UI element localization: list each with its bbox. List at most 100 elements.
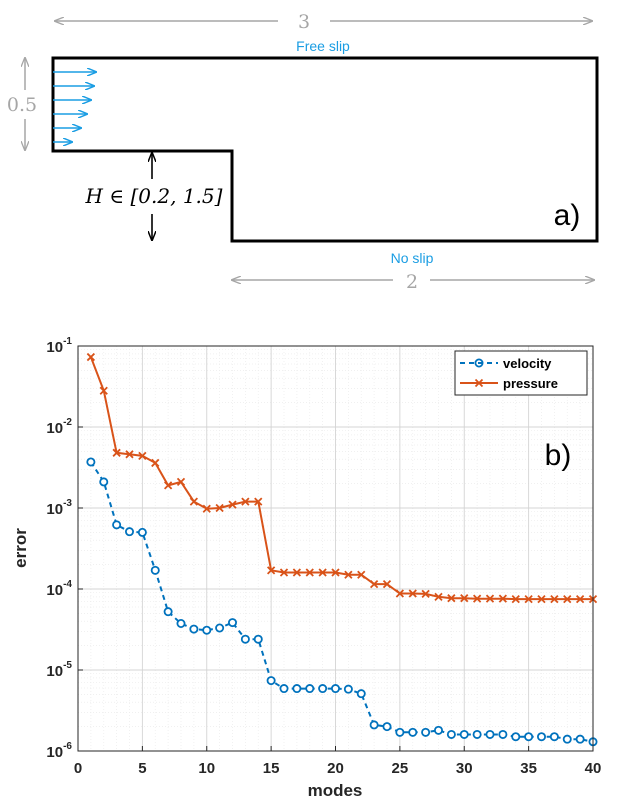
panel-label-a: a) — [554, 199, 581, 232]
pressure-point — [344, 570, 353, 579]
pressure-point — [292, 568, 302, 577]
velocity-point — [318, 684, 328, 694]
x-tick-label: 10 — [198, 760, 215, 777]
velocity-point — [112, 520, 122, 530]
y-axis-label: error — [11, 528, 30, 568]
pressure-point — [151, 458, 160, 468]
velocity-point — [137, 527, 147, 537]
velocity-point — [498, 729, 508, 739]
velocity-point — [562, 734, 572, 744]
legend-pressure-label: pressure — [503, 376, 558, 391]
pressure-point — [575, 594, 585, 604]
x-tick-label: 30 — [456, 760, 473, 777]
y-tick-label: 10-5 — [46, 660, 72, 680]
error-chart: 0 5 10 15 20 25 30 35 40 10-610-510-410-310-210-… — [11, 336, 601, 800]
x-tick-label: 35 — [520, 760, 537, 777]
pressure-point — [563, 594, 572, 604]
y-tick-label: 10-6 — [46, 741, 72, 761]
pressure-point — [318, 568, 327, 577]
major-grid — [78, 346, 593, 751]
pressure-point — [472, 594, 482, 603]
velocity-point — [382, 722, 392, 732]
velocity-point — [215, 623, 225, 633]
legend-velocity-label: velocity — [503, 356, 552, 371]
x-tick-label: 15 — [263, 760, 280, 777]
velocity-point — [202, 625, 212, 635]
velocity-point — [485, 729, 495, 739]
y-tick-label: 10-4 — [46, 579, 72, 599]
x-axis: 0 5 10 15 20 25 30 35 40 — [74, 746, 602, 777]
pressure-point — [395, 589, 405, 598]
x-axis-label: modes — [308, 781, 363, 800]
top-wall-label: Free slip — [296, 38, 350, 54]
x-tick-label: 25 — [392, 760, 409, 777]
pressure-line — [89, 356, 593, 601]
velocity-point — [575, 734, 585, 744]
velocity-point — [279, 684, 289, 694]
velocity-point — [125, 527, 135, 537]
pressure-point — [176, 477, 186, 487]
pressure-point — [498, 594, 508, 603]
pressure-point — [99, 386, 108, 395]
pressure-point — [305, 568, 314, 577]
pressure-point — [215, 503, 224, 513]
velocity-point — [446, 729, 456, 739]
velocity-point — [150, 565, 160, 575]
pressure-point — [524, 594, 533, 604]
velocity-point — [266, 676, 276, 686]
pressure-point — [112, 448, 121, 457]
legend-velocity-marker — [474, 358, 484, 368]
x-tick-label: 20 — [327, 760, 344, 777]
velocity-point — [369, 720, 379, 730]
velocity-point — [472, 729, 482, 739]
pressure-point — [266, 566, 276, 575]
channel-outline — [51, 56, 599, 243]
y-tick-label: 10-2 — [46, 417, 72, 437]
pressure-point — [189, 497, 199, 506]
velocity-point — [459, 729, 469, 739]
pressure-point — [279, 568, 289, 577]
velocity-point — [330, 684, 340, 694]
pressure-point — [163, 481, 173, 490]
outlet-length-label: 2 — [406, 271, 418, 293]
legend: velocity pressure — [454, 350, 588, 396]
velocity-point — [511, 732, 521, 742]
pressure-point — [357, 570, 366, 579]
bottom-wall-label: No slip — [391, 250, 434, 266]
y-tick-label: 10-1 — [46, 336, 72, 356]
y-axis: 10-6 10-5 10-4 10-3 10-2 10-1 — [46, 336, 83, 761]
pressure-point — [511, 594, 520, 604]
velocity-point — [356, 689, 366, 699]
pressure-point — [382, 579, 392, 589]
velocity-point — [163, 607, 173, 617]
velocity-point — [421, 727, 431, 737]
y-tick-label: 10-3 — [46, 498, 72, 518]
inlet-height-label: 0.5 — [7, 94, 37, 116]
total-length-label: 3 — [298, 11, 310, 33]
pressure-point — [550, 594, 559, 604]
pressure-point — [241, 497, 250, 506]
velocity-point — [227, 618, 237, 628]
velocity-point — [524, 732, 534, 742]
pressure-point — [485, 594, 495, 603]
pressure-point — [202, 504, 211, 513]
step-height-label: H ∈ [0.2, 1.5] — [85, 184, 223, 208]
velocity-point — [343, 684, 353, 694]
pressure-point — [460, 594, 469, 603]
pressure-point — [228, 500, 237, 509]
pressure-point — [86, 352, 96, 362]
velocity-point — [395, 727, 405, 737]
pressure-point — [254, 497, 263, 506]
x-tick-label: 40 — [585, 760, 602, 777]
pressure-point — [408, 589, 417, 598]
velocity-point — [305, 684, 315, 694]
panel-label-b: b) — [545, 439, 572, 472]
pressure-point — [421, 589, 430, 599]
velocity-point — [240, 634, 250, 644]
pressure-point — [434, 592, 443, 601]
pressure-point — [331, 568, 340, 577]
pressure-point — [537, 594, 546, 604]
velocity-point — [176, 619, 186, 629]
legend-pressure-marker — [474, 378, 484, 388]
